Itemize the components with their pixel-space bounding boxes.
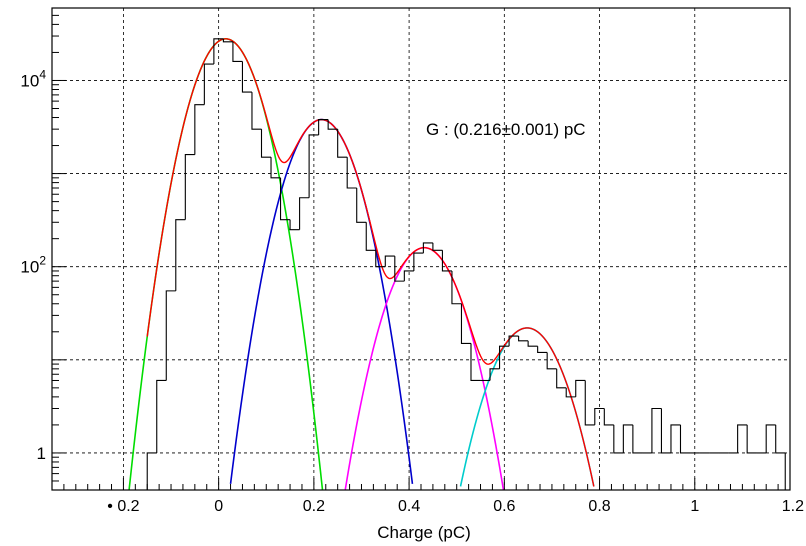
x-tick-labels: • 0.2 0 0.2 0.4 0.6 0.8 1 1.2 <box>107 498 804 515</box>
y-tick-label: 104 <box>20 67 46 90</box>
histogram-bin <box>165 290 176 381</box>
histogram-bin <box>527 340 538 347</box>
histogram-bin <box>499 345 510 369</box>
histogram-bin <box>556 368 567 389</box>
histogram-bin <box>660 408 671 454</box>
histogram-bin <box>203 63 214 105</box>
histogram-bin <box>632 424 643 454</box>
histogram-bin <box>594 407 605 425</box>
fit-layer <box>128 38 595 490</box>
x-tick-label: • 0.2 <box>107 498 139 515</box>
x-tick-label: 0 <box>214 498 223 515</box>
histogram-bin <box>537 346 548 353</box>
histogram-bin <box>651 407 662 453</box>
histogram-bin <box>260 129 272 158</box>
fit-curve-peak-1 <box>229 118 414 484</box>
histogram-bin <box>289 219 300 231</box>
histogram-bin <box>432 242 443 251</box>
histogram-bin <box>251 92 262 130</box>
histogram-bin <box>403 270 414 282</box>
histogram-bin <box>565 387 576 398</box>
histogram-bin <box>413 252 424 271</box>
histogram-bin <box>194 104 205 155</box>
histogram-bin <box>279 177 291 221</box>
histogram-bin <box>222 38 233 43</box>
x-tick-label: 0.6 <box>493 498 515 515</box>
histogram-bin <box>270 157 281 179</box>
total-fit-curve <box>146 38 595 487</box>
histogram-bin <box>470 343 481 382</box>
grid-layer <box>52 8 790 490</box>
histogram-bin <box>603 408 614 426</box>
histogram-bin <box>184 154 195 220</box>
ticks-layer <box>52 7 791 491</box>
histogram-bin <box>575 379 586 397</box>
histogram-layer <box>146 38 786 490</box>
histogram-bin <box>670 424 681 453</box>
histogram-bin <box>460 303 471 344</box>
x-tick-label: 0.2 <box>303 498 325 515</box>
histogram-bin <box>365 222 376 251</box>
histogram-bin <box>584 380 595 426</box>
histogram-bin <box>613 424 624 454</box>
histogram-bin <box>308 134 319 198</box>
histogram-bin <box>318 119 329 135</box>
histogram-bin <box>679 424 691 454</box>
histogram-bin <box>346 157 357 189</box>
histogram-bin <box>299 197 310 230</box>
histogram-bin <box>337 129 348 158</box>
histogram-bin <box>175 219 186 291</box>
histogram-bin <box>451 270 462 305</box>
y-tick-labels: 1 102 104 <box>20 67 46 462</box>
histogram-bin <box>518 336 529 342</box>
histogram-bin <box>422 242 433 254</box>
y-tick-label: 1 <box>37 444 46 463</box>
histogram-bin <box>356 188 367 223</box>
histogram-bin <box>146 452 157 490</box>
histogram-bin <box>546 352 557 370</box>
x-tick-label: 1.2 <box>782 498 804 515</box>
histogram-bin <box>394 256 405 282</box>
histogram-bin <box>775 424 786 454</box>
histogram-bin <box>746 424 757 454</box>
histogram-bin <box>622 424 633 453</box>
histogram-bin <box>441 250 452 272</box>
histogram-bin <box>384 255 395 267</box>
x-axis-label: Charge (pC) <box>377 523 471 542</box>
x-tick-label: 0.8 <box>588 498 610 515</box>
gain-annotation: G : (0.216±0.001) pC <box>426 120 586 139</box>
histogram-bin <box>375 250 386 268</box>
x-tick-label: 0.4 <box>398 498 420 515</box>
histogram-bin <box>241 61 252 93</box>
histogram-bin <box>508 335 519 347</box>
x-tick-label: 1 <box>690 498 699 515</box>
histogram-bin <box>232 41 243 62</box>
histogram-bin <box>156 379 167 453</box>
histogram-bin <box>489 368 500 381</box>
histogram-bin <box>737 424 748 453</box>
histogram-bin <box>213 38 224 65</box>
histogram-bin <box>765 424 776 453</box>
histogram-bin <box>327 119 338 130</box>
y-tick-label: 102 <box>20 254 46 277</box>
